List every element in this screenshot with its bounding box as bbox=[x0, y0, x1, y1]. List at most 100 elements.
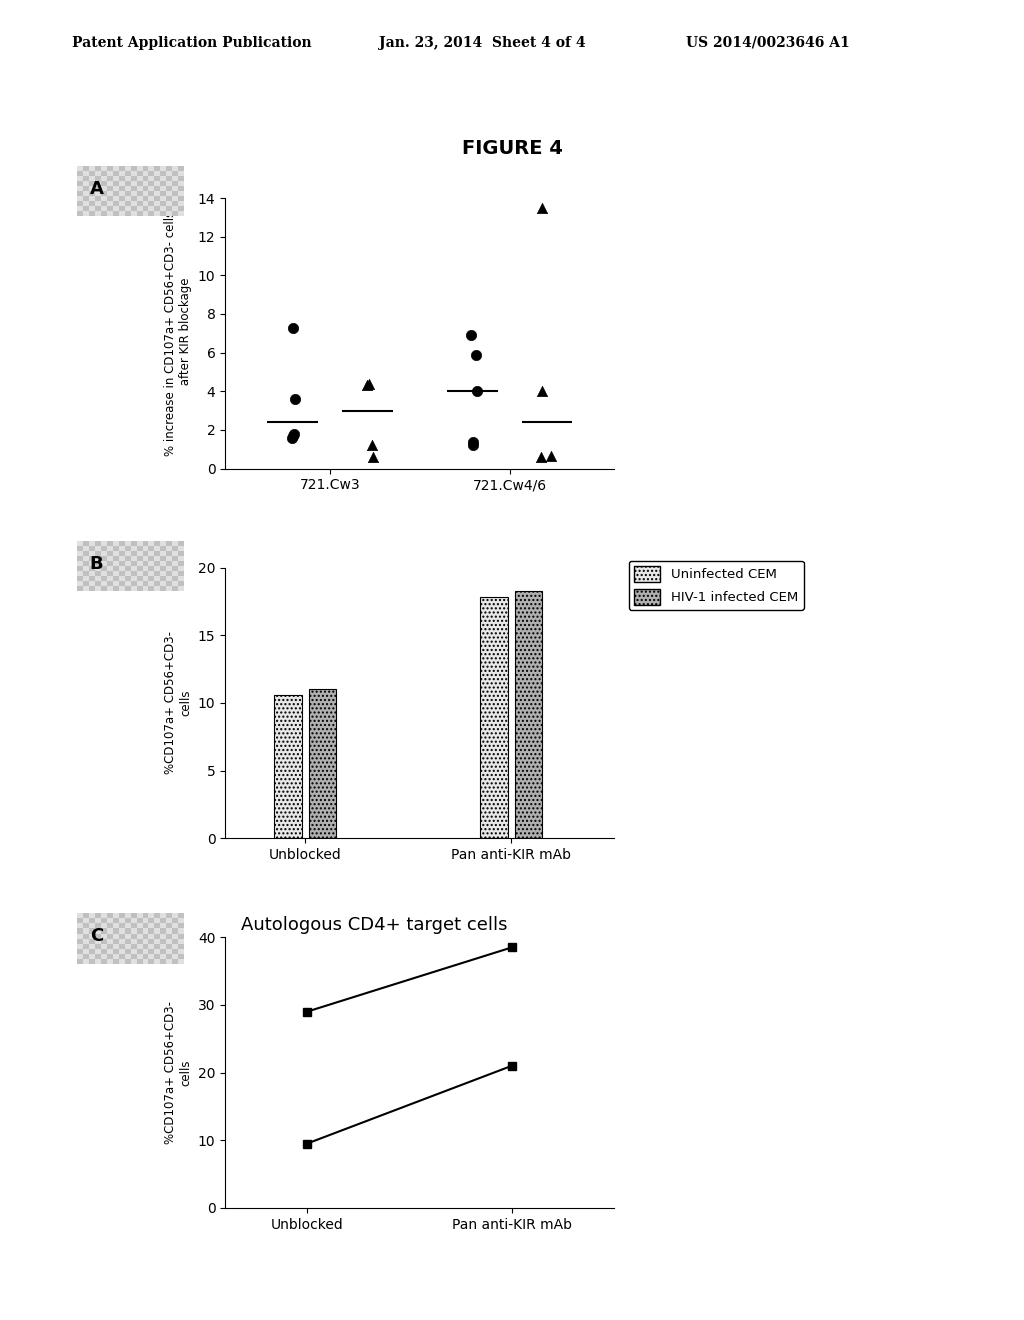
Bar bbox=[166, 177, 172, 181]
Bar bbox=[100, 202, 106, 206]
Bar bbox=[172, 202, 178, 206]
Bar bbox=[106, 586, 113, 591]
Bar bbox=[142, 211, 148, 216]
Bar bbox=[136, 913, 142, 919]
Bar bbox=[89, 541, 94, 546]
Bar bbox=[178, 206, 184, 211]
Bar bbox=[148, 913, 155, 919]
Bar bbox=[77, 949, 83, 953]
Bar bbox=[94, 581, 100, 586]
Bar bbox=[166, 211, 172, 216]
Bar bbox=[113, 958, 119, 964]
Bar bbox=[100, 958, 106, 964]
Bar bbox=[166, 541, 172, 546]
Bar bbox=[142, 572, 148, 577]
Point bbox=[285, 317, 301, 338]
Bar bbox=[125, 556, 131, 561]
Bar bbox=[119, 211, 125, 216]
Bar bbox=[125, 177, 131, 181]
Bar bbox=[172, 577, 178, 581]
Bar bbox=[83, 186, 89, 191]
Bar bbox=[94, 552, 100, 556]
Bar bbox=[100, 953, 106, 958]
Bar bbox=[113, 949, 119, 953]
Point bbox=[465, 430, 481, 451]
Bar bbox=[77, 186, 83, 191]
Bar bbox=[148, 556, 155, 561]
Bar bbox=[178, 577, 184, 581]
Bar bbox=[172, 181, 178, 186]
Bar bbox=[148, 958, 155, 964]
Bar bbox=[178, 181, 184, 186]
Bar bbox=[155, 572, 161, 577]
Bar bbox=[83, 939, 89, 944]
Bar bbox=[131, 919, 136, 924]
Bar bbox=[148, 933, 155, 939]
Bar bbox=[161, 919, 166, 924]
Bar bbox=[113, 186, 119, 191]
Bar bbox=[89, 552, 94, 556]
Bar bbox=[172, 211, 178, 216]
Bar bbox=[100, 546, 106, 552]
Bar bbox=[142, 913, 148, 919]
Bar bbox=[77, 172, 83, 177]
Bar bbox=[155, 206, 161, 211]
Bar bbox=[142, 191, 148, 197]
Bar bbox=[89, 913, 94, 919]
Bar bbox=[89, 211, 94, 216]
Bar bbox=[113, 191, 119, 197]
Bar bbox=[161, 181, 166, 186]
Bar bbox=[94, 566, 100, 572]
Bar bbox=[106, 166, 113, 172]
Bar bbox=[131, 924, 136, 928]
Bar bbox=[136, 172, 142, 177]
Bar bbox=[100, 581, 106, 586]
Bar bbox=[83, 546, 89, 552]
Bar bbox=[148, 572, 155, 577]
Bar bbox=[113, 552, 119, 556]
Bar bbox=[77, 202, 83, 206]
Bar bbox=[77, 913, 83, 919]
Bar bbox=[94, 191, 100, 197]
Bar bbox=[125, 913, 131, 919]
Bar bbox=[100, 197, 106, 202]
Bar bbox=[113, 572, 119, 577]
Bar bbox=[100, 552, 106, 556]
Bar bbox=[161, 202, 166, 206]
Point bbox=[364, 434, 380, 455]
Bar bbox=[131, 186, 136, 191]
Bar bbox=[178, 191, 184, 197]
Bar bbox=[172, 919, 178, 924]
Bar bbox=[136, 197, 142, 202]
Bar bbox=[131, 197, 136, 202]
Bar bbox=[155, 919, 161, 924]
Bar bbox=[155, 928, 161, 933]
Text: Jan. 23, 2014  Sheet 4 of 4: Jan. 23, 2014 Sheet 4 of 4 bbox=[379, 36, 586, 50]
Bar bbox=[89, 166, 94, 172]
Bar bbox=[77, 166, 83, 172]
Bar bbox=[178, 211, 184, 216]
Bar bbox=[178, 924, 184, 928]
Bar bbox=[94, 953, 100, 958]
Bar bbox=[172, 546, 178, 552]
Bar bbox=[83, 928, 89, 933]
Bar bbox=[131, 928, 136, 933]
Point bbox=[534, 446, 550, 467]
Text: FIGURE 4: FIGURE 4 bbox=[462, 139, 562, 157]
Bar bbox=[94, 944, 100, 949]
Bar bbox=[148, 581, 155, 586]
Bar bbox=[136, 191, 142, 197]
Bar bbox=[119, 919, 125, 924]
Bar bbox=[94, 572, 100, 577]
Bar bbox=[106, 177, 113, 181]
Bar bbox=[166, 939, 172, 944]
Bar bbox=[125, 561, 131, 566]
Bar bbox=[106, 546, 113, 552]
Bar bbox=[155, 944, 161, 949]
Bar bbox=[131, 572, 136, 577]
Bar bbox=[142, 933, 148, 939]
Bar bbox=[119, 186, 125, 191]
Bar bbox=[83, 552, 89, 556]
Bar bbox=[172, 913, 178, 919]
Bar bbox=[136, 186, 142, 191]
